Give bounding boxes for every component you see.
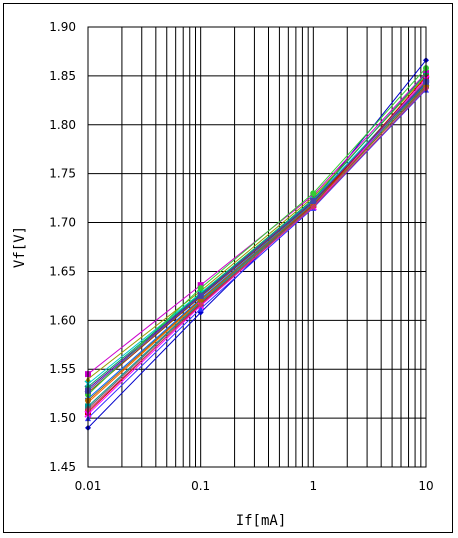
y-tick-label: 1.65 (49, 264, 76, 278)
series-9 (85, 77, 429, 406)
series-line (87, 67, 427, 395)
y-tick-label: 1.60 (49, 313, 76, 327)
series-18 (85, 85, 429, 414)
data-point (197, 301, 204, 308)
plot-border (87, 26, 427, 468)
x-tick-label: 0.01 (75, 479, 102, 493)
series-15 (85, 70, 429, 390)
data-point (197, 292, 204, 299)
x-tick-label: 1 (310, 479, 318, 493)
y-tick-label: 1.80 (49, 118, 76, 132)
y-tick-label: 1.45 (49, 460, 76, 474)
series-line (87, 86, 427, 401)
series-line (87, 73, 427, 388)
series-10 (85, 80, 429, 410)
y-tick-label: 1.50 (49, 411, 76, 425)
y-tick-label: 1.75 (49, 167, 76, 181)
series-2 (85, 69, 429, 378)
y-axis-title: Vf[V] (12, 226, 28, 268)
series-line (87, 88, 427, 411)
tick-layer: 1.45 1.50 1.55 1.60 1.65 1.70 1.75 1.80 1.85 1.90… (49, 20, 433, 493)
series-4 (84, 76, 430, 388)
data-point (197, 285, 204, 292)
data-point (310, 198, 317, 205)
series-line (87, 72, 427, 375)
series-7 (85, 65, 429, 398)
series-layer (84, 57, 430, 431)
x-axis-title: If[mA] (236, 513, 287, 529)
y-tick-label: 1.70 (49, 216, 76, 230)
data-point (310, 190, 317, 197)
x-tick-label: 0.1 (191, 479, 210, 493)
series-line (87, 89, 427, 419)
y-tick-label: 1.85 (49, 69, 76, 83)
data-point (197, 305, 204, 312)
y-tick-label: 1.90 (49, 20, 76, 34)
series-line (87, 81, 427, 392)
series-line (87, 83, 427, 407)
data-point (310, 203, 317, 210)
x-tick-label: 10 (418, 479, 433, 493)
y-tick-label: 1.55 (49, 362, 76, 376)
series-line (87, 79, 427, 385)
